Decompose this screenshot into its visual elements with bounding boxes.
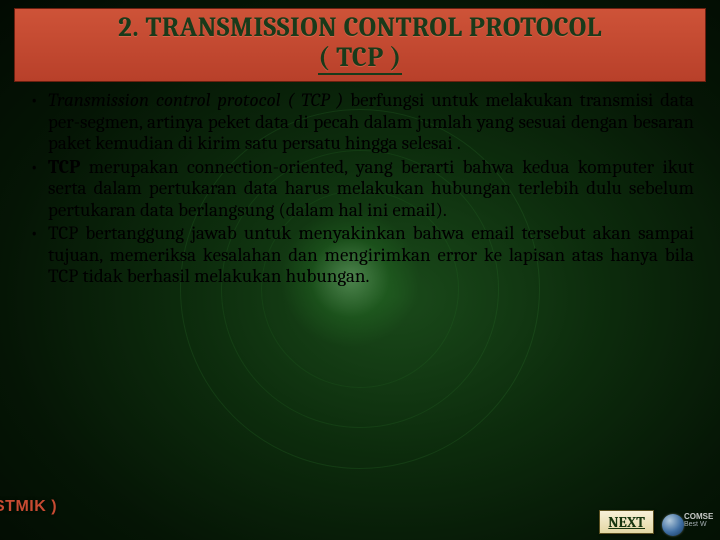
corner-logo-line1: COMSE: [684, 512, 713, 521]
bullet-rest: merupakan connection-oriented, yang bera…: [48, 156, 694, 221]
bullet-plain: TCP bertanggung jawab untuk menyakinkan …: [48, 222, 694, 287]
bullet-lead-bold: TCP: [48, 156, 80, 178]
corner-logo-line2: Best W: [684, 521, 713, 528]
list-item: TCP bertanggung jawab untuk menyakinkan …: [26, 223, 694, 287]
bullet-lead-italic: Transmission control protocol ( TCP ): [48, 89, 343, 111]
globe-icon: [662, 514, 684, 536]
title-box: 2. TRANSMISSION CONTROL PROTOCOL ( TCP ): [14, 8, 706, 82]
watermark-text: STMIK ): [0, 498, 57, 516]
bullet-list: Transmission control protocol ( TCP ) be…: [26, 90, 694, 287]
corner-logo-text: COMSE Best W: [684, 513, 713, 529]
next-button[interactable]: NEXT: [599, 510, 654, 534]
list-item: TCP merupakan connection-oriented, yang …: [26, 157, 694, 221]
corner-logo: COMSE Best W: [662, 512, 714, 540]
body-content: Transmission control protocol ( TCP ) be…: [0, 88, 720, 287]
title-line-1: 2. TRANSMISSION CONTROL PROTOCOL: [25, 13, 695, 43]
title-line-2: ( TCP ): [318, 43, 401, 76]
list-item: Transmission control protocol ( TCP ) be…: [26, 90, 694, 154]
